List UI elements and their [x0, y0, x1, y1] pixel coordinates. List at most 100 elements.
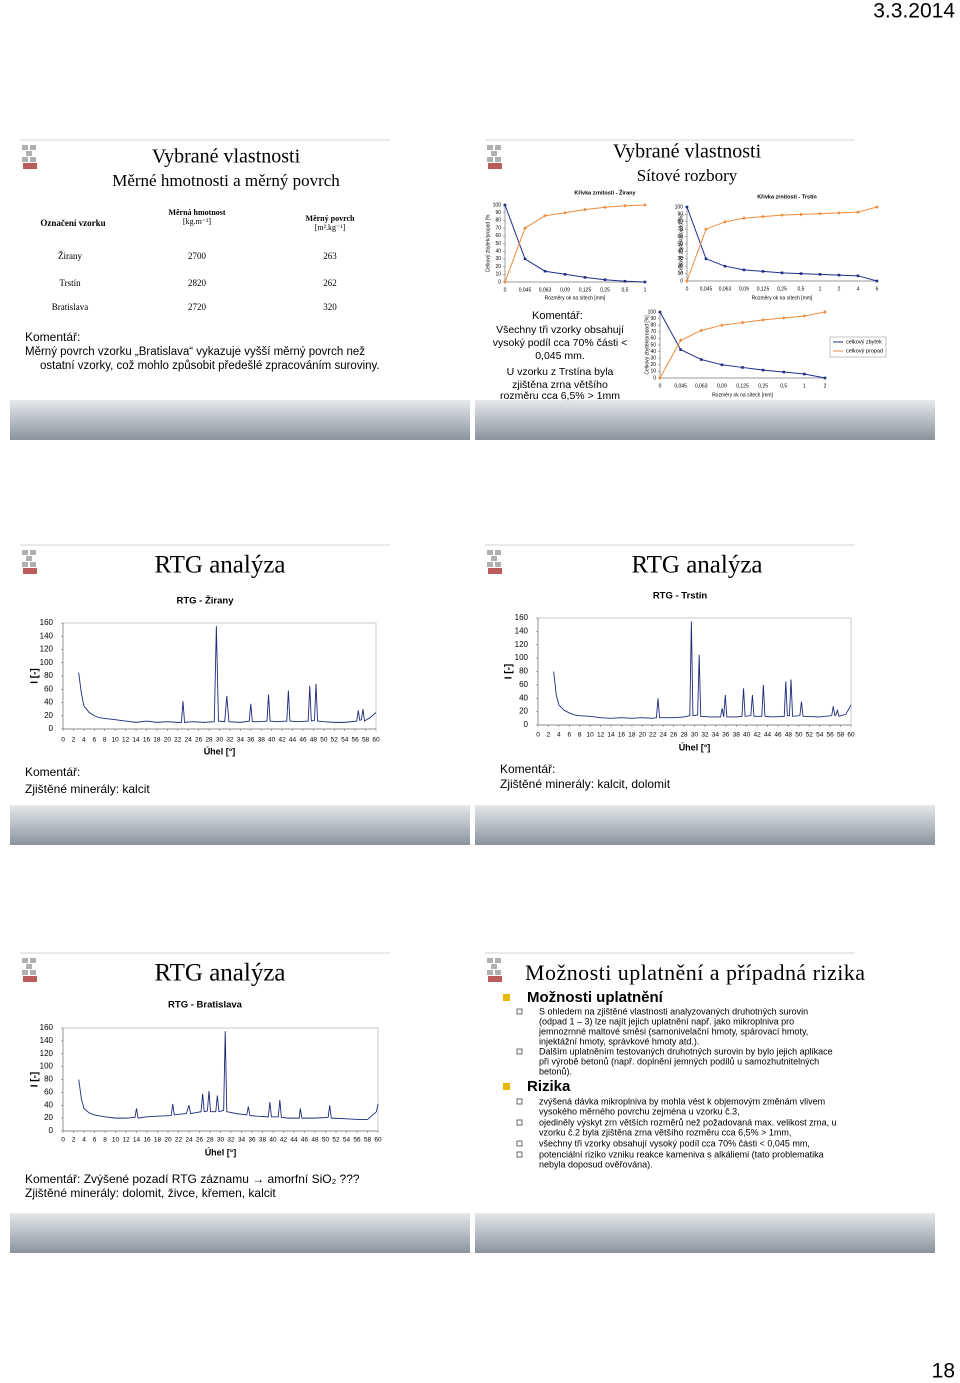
series-line [504, 204, 646, 283]
data-point [818, 211, 822, 216]
slide-title: RTG analýza [154, 552, 285, 579]
y-tick-label: 100 [493, 202, 502, 208]
bullet-line: potenciální riziko vzniku reakce kameniv… [539, 1149, 824, 1159]
data-point [623, 279, 627, 283]
x-tick-label: 6 [876, 286, 879, 292]
y-tick-label: 140 [40, 1036, 54, 1045]
section-bullet [503, 1083, 510, 1090]
comment-line: 0,045 mm. [535, 350, 585, 362]
x-tick-label: 14 [607, 732, 615, 739]
logo-square [26, 556, 32, 561]
x-tick-label: 36 [247, 737, 255, 744]
x-tick-label: 6 [567, 732, 571, 739]
table-header: Měrný povrch [306, 214, 356, 223]
y-tick-label: 10 [677, 271, 683, 277]
slide-title: Možnosti uplatnění a případná rizika [525, 960, 865, 985]
data-point [583, 276, 587, 279]
data-point [742, 216, 746, 220]
y-tick-label: 0 [49, 1126, 54, 1135]
x-tick-label: 0 [536, 732, 540, 739]
comment-label: Komentář: [25, 765, 80, 779]
x-tick-label: 10 [587, 732, 595, 739]
data-point [678, 338, 683, 343]
y-tick-label: 60 [495, 233, 501, 239]
slide-band [10, 400, 470, 440]
y-tick-label: 60 [677, 234, 683, 240]
y-tick-label: 0 [653, 375, 656, 381]
y-tick-label: 90 [495, 210, 501, 216]
x-tick-label: 40 [743, 732, 751, 739]
y-tick-label: 60 [650, 336, 656, 342]
logo-mark [488, 976, 502, 982]
y-tick-label: 0 [524, 720, 529, 729]
logo-square [22, 157, 28, 162]
x-tick-label: 44 [764, 732, 772, 739]
comment-line: Komentář: Zvýšené pozadí RTG záznamu → a… [25, 1172, 360, 1186]
x-tick-label: 46 [299, 737, 307, 744]
x-tick-label: 0,125 [757, 286, 770, 292]
comment-line: Zjištěné minerály: kalcit, dolomit [500, 777, 671, 791]
x-tick-label: 32 [227, 1137, 235, 1144]
x-tick-label: 0,063 [695, 383, 708, 389]
table-header: Označení vzorku [40, 218, 105, 228]
x-axis-label: Rozměry ok na sítech [mm] [752, 295, 813, 301]
table-cell: 262 [323, 278, 337, 288]
x-tick-label: 0 [504, 287, 507, 293]
bullet-line: při výrobě betonů (např. doplnění jemnýc… [539, 1056, 819, 1066]
y-tick-label: 140 [40, 631, 54, 640]
x-tick-label: 2 [547, 732, 551, 739]
data-point [780, 271, 784, 275]
slide-title: Vybrané vlastnosti [152, 146, 301, 168]
x-axis-label: Úhel [°] [679, 741, 711, 752]
section-heading: Možnosti uplatnění [527, 989, 664, 1006]
legend-box [829, 336, 887, 358]
logo-square [495, 157, 501, 162]
y-tick-label: 50 [677, 241, 683, 247]
y-tick-label: 120 [40, 1049, 54, 1058]
data-point [720, 363, 724, 367]
data-point [818, 273, 822, 276]
x-tick-label: 18 [153, 737, 161, 744]
x-tick-label: 28 [680, 732, 688, 739]
x-tick-label: 20 [164, 737, 172, 744]
x-tick-label: 38 [258, 737, 266, 744]
y-tick-label: 0 [498, 279, 501, 285]
y-tick-label: 100 [648, 309, 657, 315]
x-tick-label: 0,25 [777, 286, 787, 292]
slide-logo [487, 550, 502, 574]
y-tick-label: 10 [650, 369, 656, 375]
data-point [742, 268, 746, 272]
x-tick-label: 0,5 [622, 287, 629, 293]
x-tick-label: 50 [322, 1137, 330, 1144]
slide-logo [22, 145, 37, 169]
logo-square [495, 145, 501, 150]
slide-logo [487, 145, 502, 169]
x-tick-label: 0,125 [736, 383, 749, 389]
comment-line: Měrný povrch vzorku „Bratislava“ vykazuj… [25, 346, 365, 358]
data-point [643, 203, 647, 207]
y-axis-label: Celkový zbytek/propad [% [485, 214, 491, 272]
logo-square [22, 562, 28, 567]
bullet-line: nebyla doposud ověřována). [539, 1159, 653, 1169]
logo-square [22, 958, 28, 963]
y-tick-label: 40 [519, 693, 528, 702]
slide-title: RTG analýza [154, 960, 285, 987]
data-point [699, 328, 704, 333]
x-axis-label: Rozměry ok na sítech [mm] [545, 295, 606, 301]
x-tick-label: 0,09 [717, 383, 727, 389]
x-tick-label: 60 [847, 732, 855, 739]
data-point [761, 214, 765, 219]
x-tick-label: 0 [61, 1137, 65, 1144]
y-tick-label: 0 [680, 278, 683, 284]
x-tick-label: 48 [311, 1137, 319, 1144]
list-bullet [516, 1140, 523, 1147]
x-tick-label: 2 [72, 737, 76, 744]
data-point [603, 205, 607, 210]
x-tick-label: 6 [93, 1137, 97, 1144]
x-tick-label: 0 [659, 383, 662, 389]
y-tick-label: 100 [40, 658, 54, 667]
bullet-line: vzorku č.2 byla zjištěna zrna většího ro… [539, 1127, 791, 1137]
data-point [799, 212, 803, 217]
y-axis-label: I [-] [504, 664, 515, 680]
x-tick-label: 14 [133, 1137, 141, 1144]
